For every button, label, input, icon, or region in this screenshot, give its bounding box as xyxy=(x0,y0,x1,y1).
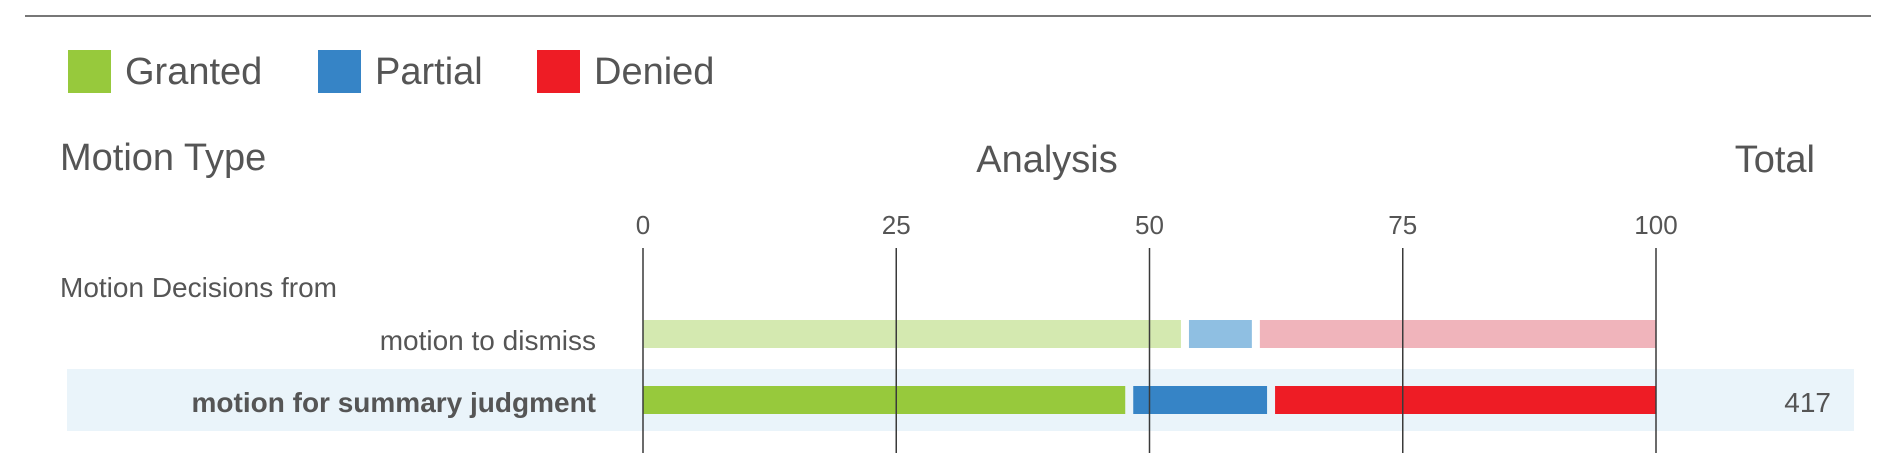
bar-motion-to-dismiss-partial xyxy=(1188,320,1252,348)
bar-motion-to-dismiss-granted xyxy=(643,320,1181,348)
x-tick-label-25: 25 xyxy=(882,210,911,240)
legend-label-granted: Granted xyxy=(125,51,262,93)
x-tick-label-100: 100 xyxy=(1634,210,1677,240)
legend: Granted Partial Denied xyxy=(68,50,714,93)
analysis-header: Analysis xyxy=(976,139,1118,181)
x-tick-label-75: 75 xyxy=(1388,210,1417,240)
bar-motion-for-summary-judgment-denied xyxy=(1275,386,1656,414)
row-totals: 417 xyxy=(1784,387,1831,418)
row-total-motion-for-summary-judgment: 417 xyxy=(1784,387,1831,418)
row-label-motion-to-dismiss: motion to dismiss xyxy=(380,325,596,356)
motion-type-header: Motion Type xyxy=(60,137,266,179)
x-tick-label-50: 50 xyxy=(1135,210,1164,240)
bar-motion-to-dismiss-denied xyxy=(1259,320,1656,348)
x-axis-ticks: 0 25 50 75 100 xyxy=(636,210,1678,240)
bar-motion-for-summary-judgment-granted xyxy=(643,386,1126,414)
legend-label-partial: Partial xyxy=(375,51,483,93)
legend-label-denied: Denied xyxy=(594,51,714,93)
bar-motion-for-summary-judgment-partial xyxy=(1133,386,1268,414)
gridlines xyxy=(642,248,1657,453)
row-label-motion-for-summary-judgment: motion for summary judgment xyxy=(192,387,596,418)
group-label: Motion Decisions from xyxy=(60,272,337,303)
legend-swatch-denied xyxy=(537,50,580,93)
legend-swatch-partial xyxy=(318,50,361,93)
legend-swatch-granted xyxy=(68,50,111,93)
bars xyxy=(643,320,1656,414)
total-header: Total xyxy=(1735,139,1815,181)
x-tick-label-0: 0 xyxy=(636,210,650,240)
row-labels: motion to dismiss motion for summary judg… xyxy=(192,325,596,418)
